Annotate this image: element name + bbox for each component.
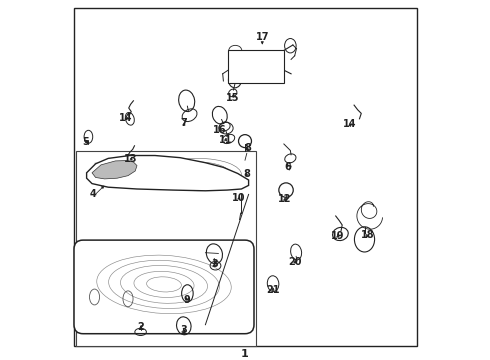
Text: 3: 3 — [211, 258, 218, 269]
Text: 12: 12 — [278, 194, 292, 204]
Text: 15: 15 — [226, 93, 239, 103]
Text: 10: 10 — [232, 193, 245, 203]
Text: 14: 14 — [119, 113, 132, 123]
Text: 7: 7 — [180, 118, 187, 128]
Text: 8: 8 — [245, 143, 251, 153]
Text: 13: 13 — [124, 154, 137, 164]
Text: 19: 19 — [331, 231, 344, 241]
Text: 4: 4 — [90, 189, 97, 199]
Bar — [76, 151, 256, 346]
Text: 2: 2 — [137, 322, 144, 332]
Text: 20: 20 — [288, 257, 301, 267]
Text: 18: 18 — [361, 230, 374, 240]
Text: 16: 16 — [213, 125, 226, 135]
Bar — [228, 50, 284, 83]
Polygon shape — [92, 161, 137, 179]
Text: 8: 8 — [244, 168, 250, 179]
Text: 9: 9 — [183, 294, 190, 305]
Polygon shape — [87, 156, 248, 191]
Text: 14: 14 — [343, 119, 356, 129]
Text: 21: 21 — [267, 285, 280, 295]
Text: 17: 17 — [255, 32, 269, 42]
Text: 11: 11 — [219, 135, 232, 145]
FancyBboxPatch shape — [74, 240, 254, 334]
Text: 6: 6 — [284, 162, 291, 172]
Text: 1: 1 — [241, 348, 249, 359]
Text: 5: 5 — [82, 137, 89, 147]
Text: 3: 3 — [180, 325, 187, 336]
